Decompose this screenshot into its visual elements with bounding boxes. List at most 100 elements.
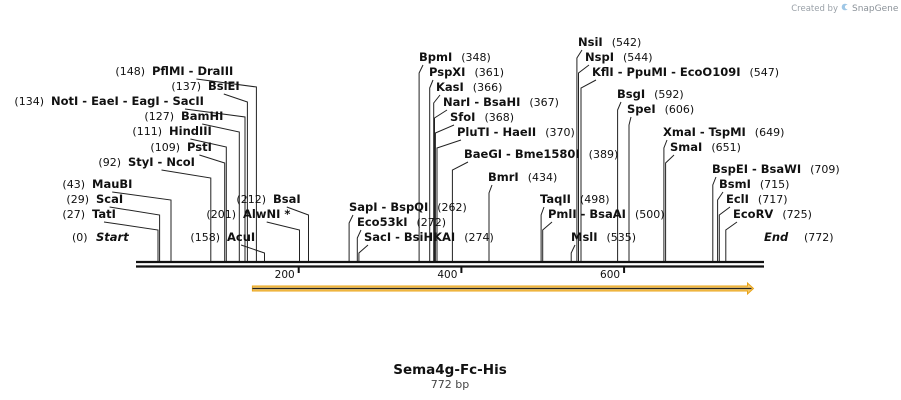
end-position: (772) [804,231,834,244]
site-position: (709) [810,163,840,176]
site-position: (498) [580,193,610,206]
sequence-end: End (772) [764,230,834,244]
start-position: (0) [72,231,88,244]
site-spei: SpeI (606) [627,102,694,116]
site-leader-psti [199,154,226,261]
site-leader-nsii [576,49,583,261]
site-psti: PstI (109) [150,140,211,154]
site-label: MslI [571,230,598,244]
site-nari: NarI - BsaHI (367) [443,95,559,109]
site-label: Eco53kI [357,215,408,229]
site-label: HindIII [169,124,212,138]
site-bmri: BmrI (434) [488,170,557,184]
site-sapi: SapI - BspQI (262) [349,200,467,214]
site-bsgi: BsgI (592) [617,87,684,101]
restriction-sites: TatI (27) ScaI (29)MauBI (43) StyI - NcoI (92)… [14,35,839,244]
site-label: BsmI [719,177,751,191]
site-label: AcuI [227,230,255,244]
site-maubi: MauBI (43) [62,177,132,191]
site-label: EcoRV [733,207,773,221]
site-nsii: NsiI (542) [578,35,641,49]
site-acui: AcuI (158) [190,230,255,244]
site-position: (134) [14,95,44,108]
site-pmli: PmlI - BsaAI (500) [548,207,665,221]
ruler-tick-label: 400 [437,269,457,281]
site-leader-ecorv [725,221,738,261]
site-position: (148) [115,65,145,78]
site-label: KasI [436,80,464,94]
site-leader-bsmi [717,191,724,261]
site-label: BamHI [181,109,223,123]
site-leader-kasi [433,94,441,261]
site-bpmi: BpmI (348) [419,50,491,64]
site-baegi: BaeGI - Bme1580I (389) [464,147,618,161]
site-label: PmlI - BsaAI [548,207,626,221]
site-saci: SacI - BsiHKAI (274) [364,230,494,244]
site-position: (272) [417,216,447,229]
credit-prefix: Created by [791,4,838,14]
site-hindiii: HindIII (111) [132,124,211,138]
site-label: SapI - BspQI [349,200,428,214]
site-label: BsaI [273,192,301,206]
site-pspxi: PspXI (361) [429,65,504,79]
site-xmai: XmaI - TspMI (649) [663,125,784,139]
site-nspi: NspI (544) [585,50,653,64]
position-ruler: 200 400 600 [275,266,626,281]
site-leader-acui [240,244,265,261]
site-position: (201) [206,208,236,221]
site-label: BpmI [419,50,452,64]
site-smai: SmaI (651) [670,140,741,154]
site-leader-pflmi [196,78,257,261]
site-leader-scai [109,206,161,261]
site-leader-sfoi [434,124,455,261]
site-position: (212) [236,193,266,206]
dna-backbone [136,260,764,268]
ruler-tick-label: 600 [600,269,620,281]
site-leader-xmai [663,139,668,261]
site-label: MauBI [92,177,132,191]
site-position: (370) [545,126,575,139]
site-label: StyI - NcoI [128,155,195,169]
site-leader-baegi [451,161,469,261]
site-position: (29) [66,193,89,206]
site-msli: MslI (535) [571,230,636,244]
site-leader-taqii [540,206,545,261]
site-label: PspXI [429,65,465,79]
site-label: SacI - BsiHKAI [364,230,455,244]
site-leader-spei [628,116,632,261]
site-label: BmrI [488,170,519,184]
snapgene-logo-icon [841,3,850,11]
site-label: ScaI [96,192,123,206]
site-kfli: KflI - PpuMI - EcoO109I (547) [592,65,779,79]
site-position: (262) [437,201,467,214]
site-position: (367) [529,96,559,109]
site-leader-pmli [542,221,553,261]
site-bamhi: BamHI (127) [144,109,223,123]
site-position: (109) [150,141,180,154]
site-bspei: BspEI - BsaWI (709) [712,162,840,176]
site-label: NspI [585,50,614,64]
site-label: SmaI [670,140,702,154]
site-position: (592) [654,88,684,101]
site-styi-ncoi: StyI - NcoI (92) [98,155,195,169]
site-ecli: EclI (717) [726,192,788,206]
site-position: (111) [132,125,162,138]
site-position: (127) [144,110,174,123]
ruler-tick-label: 200 [275,269,295,281]
site-noti: NotI - EaeI - EagI - SacII (134) [14,94,203,108]
sequence-start: (0) Start [72,230,129,244]
site-label: EclI [726,192,749,206]
site-label: AlwNI * [243,207,290,221]
site-position: (544) [623,51,653,64]
site-leader-bsiei [223,93,248,261]
site-scai: ScaI (29) [66,192,123,206]
site-label: XmaI - TspMI [663,125,746,139]
site-position: (158) [190,231,220,244]
site-position: (717) [758,193,788,206]
site-label: KflI - PpuMI - EcoO109I [592,65,740,79]
end-label: End [764,230,789,244]
site-position: (368) [484,111,514,124]
site-leader-bpmi [418,64,424,261]
site-leader-hindiii [190,138,227,261]
site-label: NsiI [578,35,603,49]
